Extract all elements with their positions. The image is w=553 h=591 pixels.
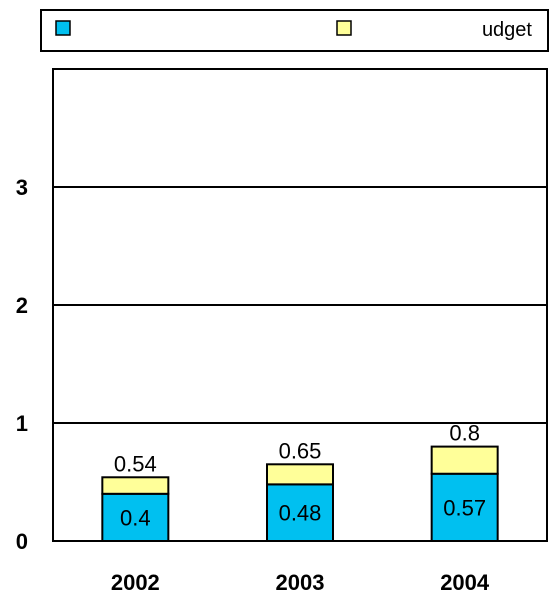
y-tick-label: 2 [16, 293, 28, 318]
data-label: 0.57 [443, 495, 486, 520]
legend-box [40, 9, 549, 52]
data-label: 0.4 [120, 505, 151, 530]
total-label: 0.65 [279, 438, 322, 463]
y-tick-label: 3 [16, 175, 28, 200]
x-axis-labels: 2002 2003 2004 [111, 570, 490, 591]
total-label: 0.8 [449, 421, 480, 446]
x-tick-label: 2002 [111, 570, 160, 591]
y-axis-ticks: 0 1 2 3 [16, 175, 28, 554]
bar-segment-series-2 [430, 445, 499, 475]
bar-segment-series-2 [101, 476, 170, 495]
gridlines [53, 186, 547, 424]
bar-segment-series-2 [266, 463, 334, 486]
y-tick-label: 0 [16, 529, 28, 554]
x-tick-label: 2004 [440, 570, 490, 591]
y-tick-label: 1 [16, 411, 28, 436]
bars: 0.4 0.54 0.48 0.65 0.57 0.8 [101, 421, 499, 542]
legend-swatch-series-1 [55, 20, 71, 36]
legend: udget [40, 9, 549, 52]
total-label: 0.54 [114, 451, 157, 476]
legend-label-series-2: udget [482, 19, 532, 41]
data-label: 0.48 [279, 501, 322, 526]
x-tick-label: 2003 [276, 570, 325, 591]
legend-swatch-series-2 [336, 20, 352, 36]
